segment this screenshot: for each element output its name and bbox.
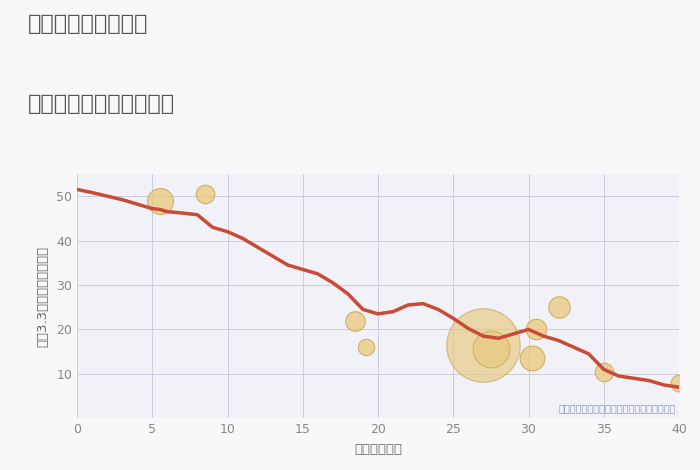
Point <box>360 344 372 351</box>
Point <box>673 379 685 386</box>
X-axis label: 築年数（年）: 築年数（年） <box>354 443 402 456</box>
Text: 円の大きさは、取引のあった物件面積を示す: 円の大きさは、取引のあった物件面積を示す <box>559 403 676 413</box>
Point <box>199 190 211 198</box>
Text: 三重県津市稲葉町の: 三重県津市稲葉町の <box>28 14 148 34</box>
Point <box>154 197 165 204</box>
Point <box>531 326 542 333</box>
Y-axis label: 坪（3.3㎡）単価（万円）: 坪（3.3㎡）単価（万円） <box>36 245 49 347</box>
Point <box>526 354 537 362</box>
Point <box>598 368 609 376</box>
Point <box>485 345 496 353</box>
Text: 築年数別中古戸建て価格: 築年数別中古戸建て価格 <box>28 94 175 114</box>
Point <box>553 304 564 311</box>
Point <box>477 341 489 349</box>
Point <box>350 317 361 324</box>
